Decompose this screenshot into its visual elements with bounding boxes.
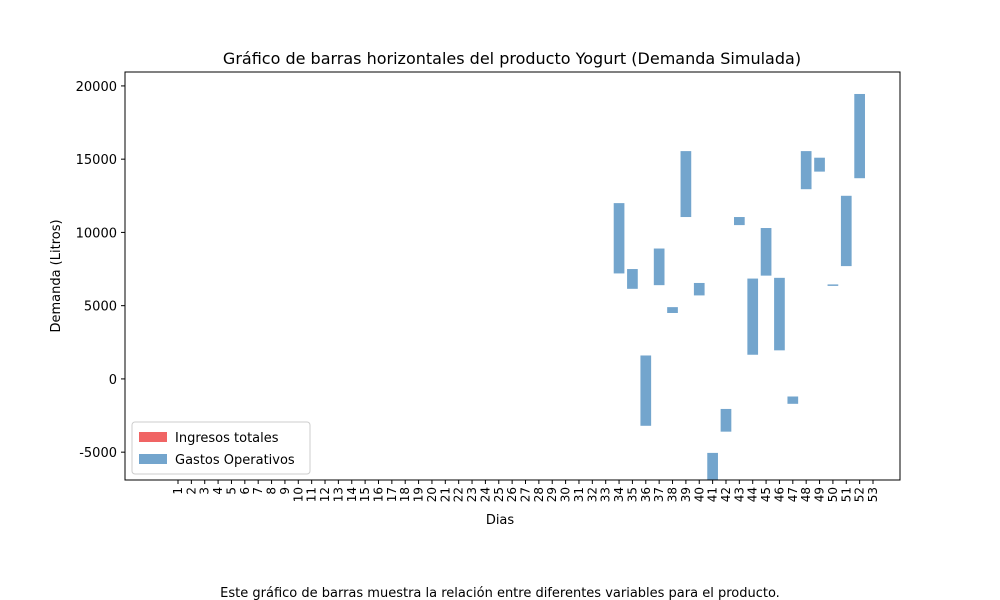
y-tick-label: 15000 (76, 153, 117, 168)
x-tick-label: 25 (492, 487, 506, 502)
bar (667, 307, 678, 313)
bar (827, 284, 839, 286)
y-tick-label: -5000 (79, 446, 117, 461)
legend-swatch (139, 432, 167, 442)
y-axis-label: Demanda (Litros) (49, 219, 64, 332)
caption: Este gráfico de barras muestra la relaci… (220, 586, 780, 600)
x-tick-label: 19 (412, 487, 426, 502)
x-tick-label: 2 (184, 487, 198, 495)
x-tick-label: 22 (452, 487, 466, 502)
x-tick-label: 7 (251, 487, 265, 495)
x-tick-label: 4 (211, 487, 225, 495)
x-tick-label: 26 (505, 487, 519, 502)
x-tick-label: 48 (799, 487, 813, 502)
bar (653, 248, 665, 286)
x-tick-label: 43 (732, 487, 746, 502)
x-tick-label: 35 (625, 487, 639, 502)
x-tick-label: 18 (398, 487, 412, 502)
x-tick-label: 39 (679, 487, 693, 502)
legend-label: Ingresos totales (175, 431, 279, 446)
bar (613, 203, 625, 274)
bar (734, 217, 745, 226)
legend-box (131, 421, 311, 475)
x-tick-label: 9 (278, 487, 292, 495)
x-tick-label: 50 (826, 487, 840, 502)
x-tick-label: 38 (666, 487, 680, 502)
bar (774, 277, 785, 351)
x-tick-label: 37 (652, 487, 666, 502)
x-tick-label: 29 (545, 487, 559, 502)
bar (707, 452, 718, 480)
y-tick-label: 10000 (76, 226, 117, 241)
bar (693, 282, 705, 296)
x-tick-label: 24 (478, 487, 492, 502)
x-tick-label: 17 (385, 487, 399, 502)
y-tick-label: 20000 (76, 80, 117, 95)
x-tick-label: 30 (559, 487, 573, 502)
bar (627, 269, 638, 289)
x-tick-label: 41 (706, 487, 720, 502)
x-tick-label: 46 (772, 487, 786, 502)
chart-title: Gráfico de barras horizontales del produ… (223, 49, 801, 68)
x-tick-label: 31 (572, 487, 586, 502)
x-tick-label: 10 (291, 487, 305, 502)
x-tick-label: 53 (866, 487, 880, 502)
x-tick-label: 12 (318, 487, 332, 502)
x-tick-label: 13 (331, 487, 345, 502)
x-tick-label: 21 (438, 487, 452, 502)
x-tick-label: 15 (358, 487, 372, 502)
bar (800, 151, 812, 190)
bar (640, 355, 652, 426)
x-tick-label: 8 (265, 487, 279, 495)
bar (720, 408, 732, 432)
x-tick-label: 49 (813, 487, 827, 502)
x-tick-label: 40 (692, 487, 706, 502)
bar (747, 278, 759, 355)
x-tick-label: 20 (425, 487, 439, 502)
x-tick-label: 34 (612, 487, 626, 502)
bar (854, 93, 865, 179)
x-tick-label: 6 (238, 487, 252, 495)
x-tick-label: 45 (759, 487, 773, 502)
x-tick-label: 33 (599, 487, 613, 502)
x-tick-label: 44 (746, 487, 760, 502)
bar (680, 151, 692, 218)
x-tick-label: 52 (853, 487, 867, 502)
x-tick-label: 27 (519, 487, 533, 502)
x-tick-label: 28 (532, 487, 546, 502)
x-tick-label: 11 (305, 487, 319, 502)
x-tick-label: 23 (465, 487, 479, 502)
x-tick-label: 14 (345, 487, 359, 502)
legend-label: Gastos Operativos (175, 453, 295, 468)
x-tick-label: 1 (171, 487, 185, 495)
y-tick-label: 5000 (84, 300, 117, 315)
y-tick-label: 0 (109, 373, 117, 388)
bars (613, 93, 865, 480)
bar (787, 396, 799, 404)
bar (840, 195, 852, 267)
x-tick-label: 51 (839, 487, 853, 502)
x-tick-label: 32 (585, 487, 599, 502)
bar (760, 228, 772, 276)
x-tick-label: 3 (198, 487, 212, 495)
x-tick-label: 16 (371, 487, 385, 502)
bar (814, 157, 825, 172)
x-tick-label: 36 (639, 487, 653, 502)
legend-swatch (139, 454, 167, 464)
x-tick-label: 5 (224, 487, 238, 495)
x-tick-label: 47 (786, 487, 800, 502)
plot-frame (124, 71, 901, 481)
x-axis-label: Dias (486, 513, 515, 528)
x-tick-label: 42 (719, 487, 733, 502)
